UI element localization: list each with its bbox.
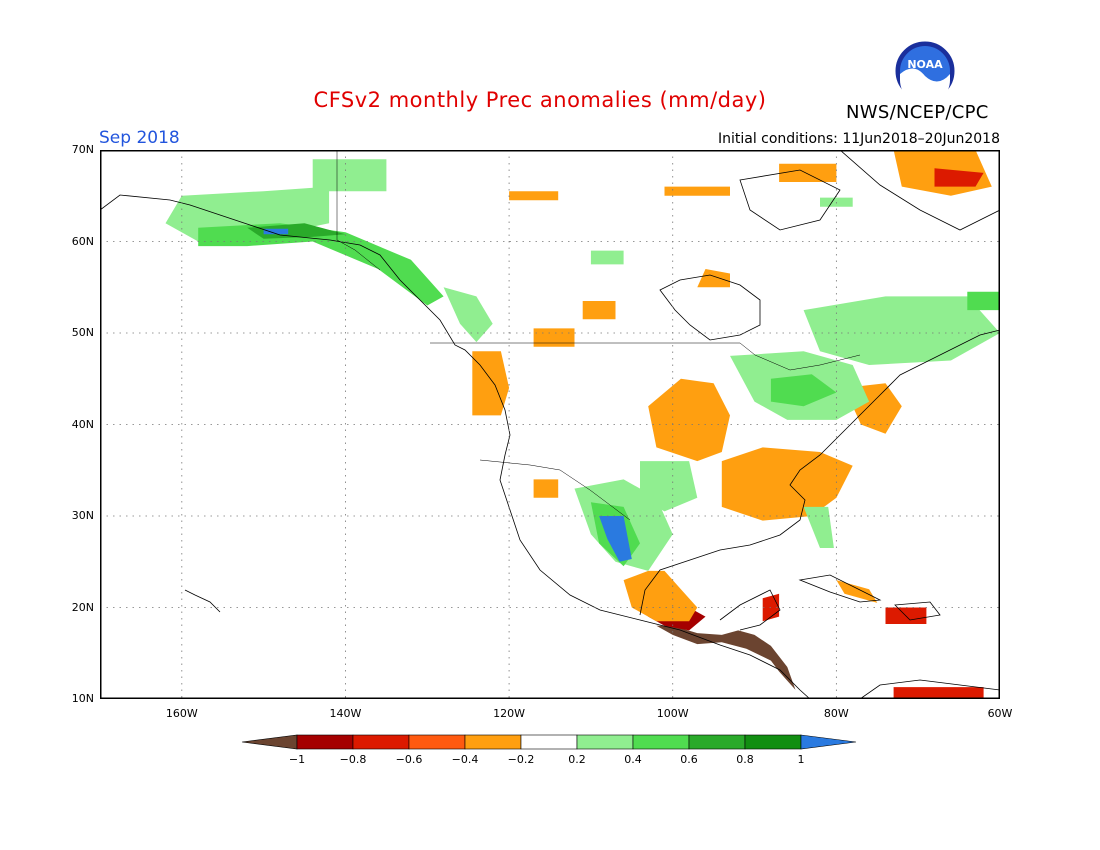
lon-label-120W: 120W: [493, 707, 526, 720]
colorbar-box: [576, 734, 634, 750]
coastline-north-america: [100, 194, 811, 699]
lat-label-50N: 50N: [71, 326, 94, 339]
lon-label-100W: 100W: [656, 707, 689, 720]
anomaly-region-northern-plains: [533, 328, 575, 347]
colorbar-label: −0.4: [452, 753, 479, 766]
anomaly-region-alaska-coast-strong: [247, 223, 346, 239]
anomaly-region-venezuela: [893, 687, 984, 699]
anomaly-region-hudson-west: [697, 269, 730, 288]
lat-label-30N: 30N: [71, 509, 94, 522]
anomaly-region-midwest-ring: [648, 378, 730, 462]
lat-label-20N: 20N: [71, 600, 94, 614]
colorbar-label: −1: [289, 753, 305, 766]
colorbar-box: [744, 734, 802, 750]
anomaly-region-alaska-coast: [198, 223, 444, 306]
colorbar-box: [464, 734, 522, 750]
anomaly-region-alaska-blue: [263, 228, 289, 235]
border-alaska-canada: [336, 150, 381, 271]
colorbar: −1 −0.8 −0.6 −0.4 −0.2 0.2 0.4 0.6 0.8 1: [241, 734, 857, 766]
anomaly-region-quebec: [803, 296, 1000, 365]
colorbar-label: 0.6: [680, 753, 698, 766]
colorbar-left-triangle: [241, 734, 298, 750]
coastline-gulf: [639, 329, 1000, 616]
political-borders: [336, 150, 861, 521]
colorbar-label: 1: [798, 753, 805, 766]
anomaly-region-florida: [803, 506, 834, 548]
colorbar-right-triangle: [800, 734, 857, 750]
colorbar-label: 0.8: [736, 753, 754, 766]
anomaly-region-saskatchewan: [582, 301, 616, 320]
lat-lon-gridlines: [100, 150, 1000, 699]
colorbar-box: [688, 734, 746, 750]
agency-label: NWS/NCEP/CPC: [846, 102, 989, 123]
forecast-month: Sep 2018: [99, 128, 180, 148]
coastline-hawaii: [184, 589, 221, 613]
anomaly-region-mexico-south-ring: [623, 570, 698, 622]
map-frame: [100, 150, 1000, 699]
anomaly-region-nw-territories: [590, 250, 624, 265]
coastline-hudson: [659, 274, 761, 341]
anomaly-region-southeast-ring: [721, 447, 853, 521]
coastline-hispaniola: [894, 601, 941, 621]
lat-label-10N: 10N: [71, 692, 94, 705]
logo-text: NOAA: [907, 58, 943, 71]
lon-label-60W: 60W: [987, 707, 1013, 720]
anomaly-region-mexico-blue: [599, 516, 632, 562]
noaa-logo: NOAA: [894, 40, 956, 105]
colorbar-box: [632, 734, 690, 750]
coastline-greenland: [839, 150, 1000, 231]
coastline-yucatan: [719, 589, 781, 631]
lat-label-60N: 60N: [71, 234, 94, 248]
anomaly-region-southern-mexico-central-america: [656, 625, 796, 690]
chart-title: CFSv2 monthly Prec anomalies (mm/day): [313, 88, 767, 112]
anomaly-region-great-lakes-strong: [770, 374, 837, 407]
anomaly-region-greenland-core: [934, 168, 984, 187]
lat-label-70N: 70N: [71, 143, 94, 156]
anomaly-region-bc-coast: [443, 287, 493, 343]
colorbar-label: 0.2: [568, 753, 586, 766]
coastlines: [100, 150, 1000, 699]
lon-label-140W: 140W: [329, 707, 362, 720]
coastline-cuba: [798, 574, 882, 603]
anomaly-region-great-slave: [509, 191, 559, 201]
anomaly-region-cuba: [836, 580, 878, 603]
anomaly-region-nunavut: [664, 186, 730, 196]
initial-conditions: Initial conditions: 11Jun2018–20Jun2018: [717, 131, 1000, 147]
anomaly-region-yukon: [312, 159, 387, 192]
anomaly-region-baffin: [779, 163, 837, 182]
colorbar-box: [520, 734, 578, 750]
lon-label-160W: 160W: [165, 707, 198, 720]
colorbar-label: −0.2: [508, 753, 535, 766]
anomaly-region-four-corners: [533, 479, 559, 498]
colorbar-label: −0.6: [396, 753, 423, 766]
colorbar-label: −0.8: [340, 753, 367, 766]
border-us-mexico: [479, 459, 631, 521]
coastline-baffin: [739, 169, 841, 231]
colorbar-boxes: [241, 734, 857, 750]
lat-label-40N: 40N: [71, 417, 94, 431]
colorbar-box: [352, 734, 410, 750]
lon-label-80W: 80W: [823, 707, 849, 720]
colorbar-box: [296, 734, 354, 750]
anomaly-region-labrador: [967, 291, 1000, 311]
coastline-south-america: [859, 679, 1000, 699]
border-us-canada: [430, 342, 861, 371]
anomaly-map: [100, 150, 1000, 699]
colorbar-labels: −1 −0.8 −0.6 −0.4 −0.2 0.2 0.4 0.6 0.8 1: [289, 753, 805, 766]
anomaly-region-texas-green: [640, 461, 698, 512]
colorbar-box: [408, 734, 466, 750]
colorbar-label: 0.4: [624, 753, 642, 766]
